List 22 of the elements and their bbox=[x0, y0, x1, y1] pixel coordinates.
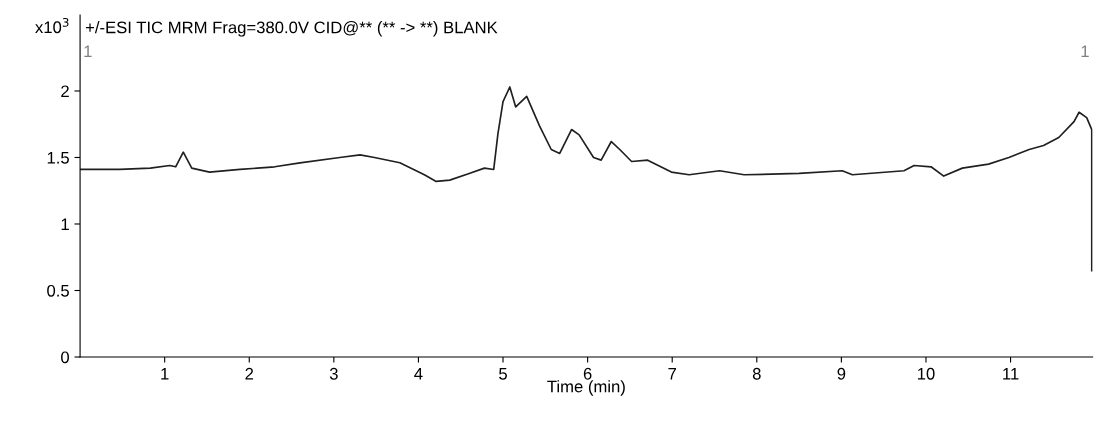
y-tick-label: 1 bbox=[61, 218, 69, 231]
x-tick-label: 6 bbox=[583, 367, 592, 380]
x-tick-label: 11 bbox=[1003, 368, 1019, 380]
y-axis-title: x10$^{3}$ bbox=[35, 17, 69, 34]
x-tick-label: 10 bbox=[917, 367, 935, 380]
x-tick-label: 9 bbox=[837, 367, 846, 380]
x-tick-label: 2 bbox=[245, 367, 254, 380]
x-axis-title: Time (min) bbox=[547, 380, 625, 396]
line-series bbox=[80, 86, 1093, 272]
annotation: 1 bbox=[84, 45, 92, 58]
x-tick-label: 7 bbox=[668, 368, 676, 380]
y-tick-label: 0 bbox=[61, 351, 70, 364]
x-tick-label: 5 bbox=[499, 368, 507, 380]
y-tick-label: 0.5 bbox=[47, 284, 69, 297]
x-tick-label: 1 bbox=[161, 368, 169, 380]
chart-title: +/-ESI TIC MRM Frag=380.0V CID@** (** -> **) BLANK bbox=[85, 21, 498, 37]
x-tick-label: 8 bbox=[752, 367, 761, 380]
x-tick-label: 4 bbox=[414, 368, 423, 380]
x-tick-label: 3 bbox=[329, 367, 338, 380]
annotation: 1 bbox=[1081, 45, 1089, 58]
y-tick-label: 1.5 bbox=[47, 152, 69, 164]
y-tick-label: 2 bbox=[61, 85, 69, 98]
